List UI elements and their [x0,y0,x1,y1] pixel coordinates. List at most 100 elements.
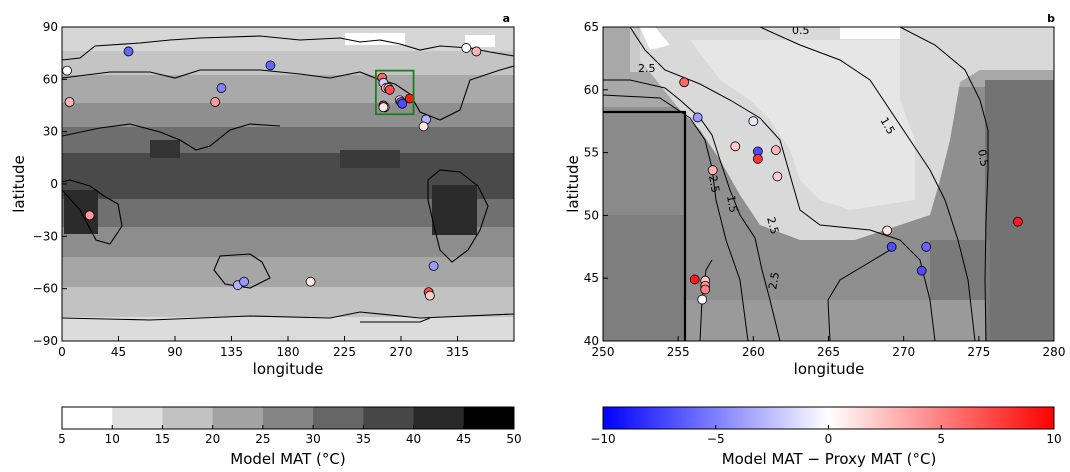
proxy-point [428,261,439,271]
coastline-africa [62,179,123,245]
proxy-point [679,77,690,88]
panel-a-ylabel: latitude [10,155,28,213]
cells-lightest [690,40,915,210]
contour-label: 2.5 [766,271,782,290]
highlight-box [374,69,415,116]
band-south-2 [62,257,514,287]
colorbar-swatch [62,407,113,429]
proxy-point [265,60,276,71]
x-tick-label: 260 [742,345,765,359]
proxy-point [921,241,932,252]
band-north-1 [62,51,514,75]
panel-b: 0.5 2.5 1.5 0.5 2.5 1.5 2.5 2.5 250 255 26… [564,12,1065,378]
colorbar-swatch [313,407,364,429]
cold-region-greenland [465,35,495,47]
x-tick-label: 275 [967,345,990,359]
colorbar-left-label: Model MAT (°C) [230,450,345,468]
band-south-3 [62,287,514,317]
cells-east-warm [985,80,1054,341]
proxy-point [770,145,781,155]
colorbar-tick-label: 15 [155,432,170,446]
contour-label: 2.5 [764,215,781,235]
proxy-point [1013,216,1023,227]
colorbar-tick-label: 30 [305,432,320,446]
contour-6 [827,249,891,341]
proxy-point [689,274,700,285]
y-tick-label: 40 [584,334,599,348]
y-tick-label: 45 [584,271,599,285]
proxy-point [886,241,897,252]
proxy-point [424,290,435,301]
proxy-point [882,225,893,236]
y-tick-label: 90 [43,20,58,34]
colorbar-tick-label: 20 [205,432,220,446]
x-tick-label: 270 [390,345,413,359]
coastline-south-america [427,169,489,263]
y-tick-label: −60 [33,282,58,296]
proxy-point [123,46,134,57]
y-tick-label: 30 [43,125,58,139]
coastline-eurasia [62,65,514,121]
coastline-north [62,35,514,61]
contour-label: 2.5 [638,62,656,75]
colorbar-tick-label: 5 [937,432,945,446]
y-tick-label: 55 [584,146,599,160]
colorbar-swatch [162,407,214,429]
colorbar-left-frame [61,406,515,430]
cells-white-nw [640,27,670,50]
y-tick-label: −30 [33,229,58,243]
proxy-point [700,284,711,295]
colorbar-tick-label: 40 [406,432,421,446]
x-tick-label: 0 [58,345,66,359]
contour-label: 1.5 [724,194,740,213]
panel-b-label: b [1047,12,1055,25]
hot-region-south-america [432,185,477,235]
proxy-point [707,165,718,176]
proxy-point [216,83,227,93]
proxy-point [210,97,221,107]
coastline-antarctica [62,311,514,321]
panel-b-map: 0.5 2.5 1.5 0.5 2.5 1.5 2.5 2.5 [603,24,1054,341]
colorbar-tick-label: 50 [506,432,521,446]
contour-label: 0.5 [792,24,810,37]
colorbar-right-gradient [603,407,1054,429]
proxy-point [418,121,429,132]
x-tick-label: 270 [892,345,915,359]
cells-sw [603,215,685,341]
proxy-point [239,276,249,287]
coastline-australia [213,253,271,289]
y-tick-label: 60 [584,83,599,97]
y-tick-label: 65 [584,20,599,34]
contour-3 [629,27,936,341]
proxy-point [378,102,389,113]
colorbar-swatch [262,407,314,429]
panel-a-label: a [503,12,510,25]
colorbar-left-ticks: 5 10 15 20 25 30 35 40 45 50 [58,425,522,446]
panel-a-map [62,27,514,341]
cells-white [840,27,900,39]
proxy-point [62,65,72,76]
proxy-point [384,84,395,95]
proxy-point [84,210,95,221]
hot-region-pacific [340,150,400,168]
panel-a-ticks: 0 45 90 135 180 225 270 315 −90 −60 −30 0 30 60 90 [33,20,469,359]
colorbar-swatch [112,407,163,429]
y-tick-label: 0 [50,177,58,191]
thick-contour [603,110,687,341]
x-tick-label: 45 [111,345,126,359]
x-tick-label: 265 [817,345,840,359]
hot-region-asia [150,140,180,158]
x-tick-label: 180 [277,345,300,359]
contour-4 [759,27,976,341]
colorbar-swatch [363,407,415,429]
colorbar-tick-label: 10 [105,432,120,446]
colorbar-left: 5 10 15 20 25 30 35 40 45 50 Model MAT (°C) [58,406,522,468]
panel-b-ticks: 250 255 260 265 270 275 280 40 45 50 55 60 65 [584,20,1066,359]
panel-a: 0 45 90 135 180 225 270 315 −90 −60 −30 0 30 60 90 a l… [10,12,515,378]
panel-a-proxy-points [62,43,482,301]
proxy-point [397,98,408,109]
contour-label: 0.5 [975,148,991,167]
colorbar-tick-label: −10 [590,432,615,446]
contour-5 [899,27,989,341]
